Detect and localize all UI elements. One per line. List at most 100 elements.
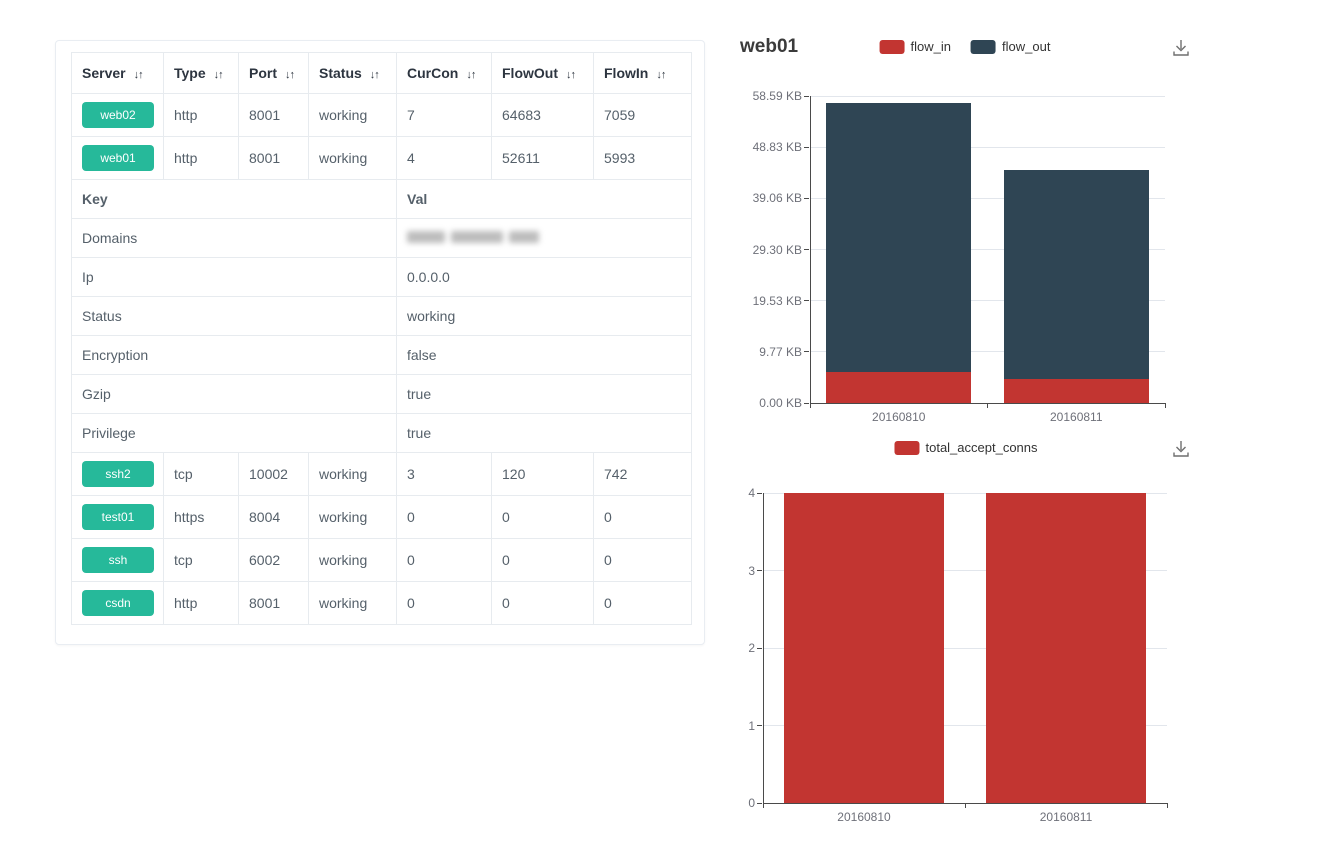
y-axis-tick-label: 3	[748, 563, 755, 578]
table-row-web01: web01 http 8001 working 4 52611 5993	[71, 136, 692, 180]
column-header-flowin[interactable]: FlowIn ↓↑	[593, 52, 692, 94]
kv-row-encryption: Encryption false	[71, 335, 692, 375]
column-header-status[interactable]: Status ↓↑	[308, 52, 397, 94]
column-header-curcon[interactable]: CurCon ↓↑	[396, 52, 492, 94]
kv-row-gzip: Gzip true	[71, 374, 692, 414]
y-axis-tick-label: 19.53 KB	[752, 293, 802, 308]
y-axis-tick	[804, 300, 809, 302]
kv-key-cell: Encryption	[71, 335, 397, 375]
legend-item-total-accept-conns[interactable]: total_accept_conns	[894, 440, 1038, 455]
chart-title: web01	[740, 36, 799, 57]
port-cell: 8001	[238, 581, 309, 625]
y-axis-tick	[757, 570, 762, 571]
sort-icon[interactable]: ↓↑	[566, 69, 576, 81]
x-axis-tick-label: 20160810	[872, 410, 926, 424]
conns-chart-legend: total_accept_conns	[894, 440, 1038, 455]
table-row-ssh: ssh tcp 6002 working 0 0 0	[71, 538, 692, 582]
kv-val-cell: 0.0.0.0	[396, 257, 692, 297]
x-axis-tick-label: 20160810	[837, 810, 891, 824]
bar-segment-total_accept_conns	[784, 493, 944, 803]
legend-label: total_accept_conns	[925, 440, 1038, 455]
kv-val-cell: true	[396, 413, 692, 453]
table-row-ssh2: ssh2 tcp 10002 working 3 120 742	[71, 452, 692, 496]
kv-key-cell: Status	[71, 296, 397, 336]
flowout-cell: 0	[491, 538, 594, 582]
table-row-web02: web02 http 8001 working 7 64683 7059	[71, 93, 692, 137]
type-cell: http	[163, 136, 239, 180]
sort-icon[interactable]: ↓↑	[656, 69, 666, 81]
x-axis-tick	[762, 803, 764, 808]
kv-row-privilege: Privilege true	[71, 413, 692, 453]
legend-label: flow_out	[1002, 39, 1051, 54]
column-header-label: Port	[249, 65, 277, 81]
x-axis-tick	[1164, 403, 1166, 408]
server-cell: ssh	[71, 538, 164, 582]
y-axis-line	[762, 493, 764, 803]
download-icon	[1173, 40, 1189, 56]
status-cell: working	[308, 136, 397, 180]
blur-blob	[509, 231, 539, 243]
sort-icon[interactable]: ↓↑	[369, 69, 380, 81]
blur-blob	[407, 231, 445, 243]
server-badge[interactable]: ssh	[82, 547, 154, 573]
x-axis-tick	[964, 803, 966, 808]
download-chart-button[interactable]	[1169, 437, 1193, 461]
legend-swatch-flow-in	[879, 39, 905, 54]
sort-icon[interactable]: ↓↑	[213, 69, 224, 81]
y-axis-tick	[804, 249, 809, 250]
server-badge[interactable]: csdn	[82, 590, 154, 616]
bar-segment-flow_out	[826, 103, 972, 373]
table-row-csdn: csdn http 8001 working 0 0 0	[71, 581, 692, 625]
y-axis-tick	[757, 725, 762, 726]
legend-item-flow-in[interactable]: flow_in	[879, 39, 951, 54]
bar-segment-flow_in	[1003, 378, 1149, 403]
kv-row-domains: Domains	[71, 218, 692, 258]
port-cell: 8004	[238, 495, 309, 539]
kv-key-cell: Ip	[71, 257, 397, 297]
y-axis-tick	[804, 402, 809, 404]
flowin-cell: 7059	[593, 93, 692, 137]
y-axis-tick-label: 58.59 KB	[752, 89, 802, 103]
column-header-label: FlowIn	[604, 65, 649, 81]
column-header-port[interactable]: Port ↓↑	[238, 52, 309, 94]
kv-key-cell: Gzip	[71, 374, 397, 414]
server-badge[interactable]: web02	[82, 102, 154, 128]
blurred-domain-value	[407, 231, 539, 243]
column-header-flowout[interactable]: FlowOut ↓↑	[491, 52, 594, 94]
curcon-cell: 3	[396, 452, 492, 496]
kv-val-cell: false	[396, 335, 692, 375]
flowout-cell: 0	[491, 495, 594, 539]
column-header-label: Server	[82, 65, 126, 81]
kv-row-ip: Ip 0.0.0.0	[71, 257, 692, 297]
legend-item-flow-out[interactable]: flow_out	[971, 39, 1050, 54]
sort-icon[interactable]: ↓↑	[285, 69, 295, 81]
kv-header-row: Key Val	[71, 179, 692, 219]
column-header-type[interactable]: Type ↓↑	[163, 52, 239, 94]
status-cell: working	[308, 581, 397, 625]
server-badge[interactable]: test01	[82, 504, 154, 530]
server-cell: web01	[71, 136, 164, 180]
y-axis-tick-label: 2	[748, 641, 755, 655]
server-badge[interactable]: ssh2	[82, 461, 154, 487]
sort-icon[interactable]: ↓↑	[133, 69, 144, 81]
legend-swatch-flow-out	[971, 39, 997, 54]
gridline	[763, 492, 1167, 494]
sort-icon[interactable]: ↓↑	[466, 69, 476, 81]
x-axis-tick-label: 20160811	[1050, 410, 1103, 424]
y-axis-tick-label: 48.83 KB	[752, 140, 802, 155]
gridline	[810, 197, 1165, 199]
legend-swatch-total-accept-conns	[894, 440, 920, 455]
server-table-card: Server ↓↑ Type ↓↑ Port ↓↑ Status ↓↑ CurCon ↓↑…	[55, 40, 705, 645]
type-cell: https	[163, 495, 239, 539]
server-badge[interactable]: web01	[82, 145, 154, 171]
curcon-cell: 4	[396, 136, 492, 180]
column-header-server[interactable]: Server ↓↑	[71, 52, 164, 94]
status-cell: working	[308, 495, 397, 539]
y-axis-tick-label: 0.00 KB	[759, 396, 802, 410]
y-axis-line	[809, 96, 811, 403]
y-axis-tick	[804, 351, 809, 353]
x-axis-tick	[1166, 803, 1168, 808]
flowin-cell: 5993	[593, 136, 692, 180]
download-chart-button[interactable]	[1169, 36, 1193, 60]
